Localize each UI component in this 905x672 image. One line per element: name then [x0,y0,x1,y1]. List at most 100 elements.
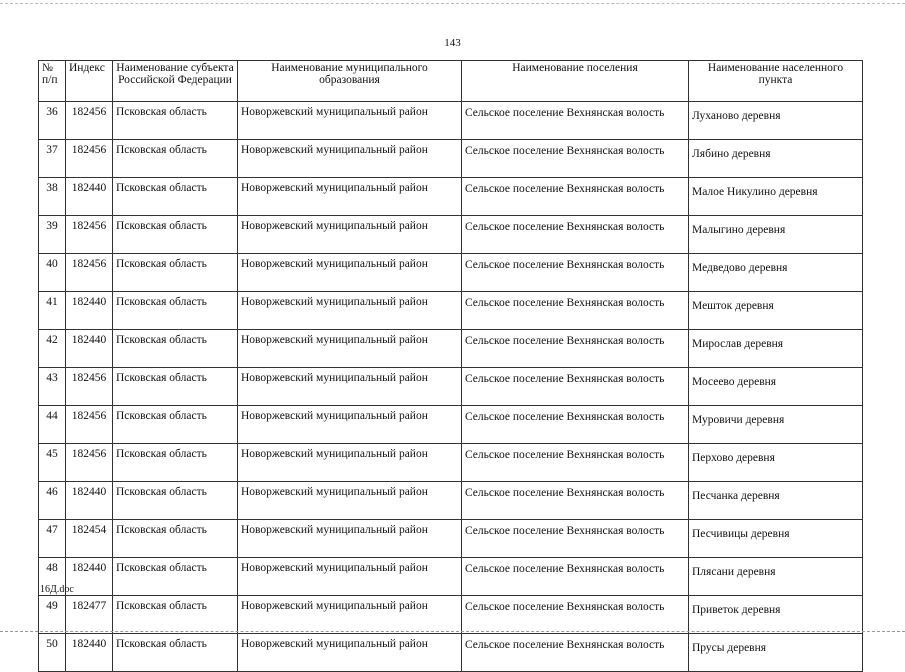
table-row: 41 182440 Псковская область Новоржевский му… [38,291,863,330]
cell-settlement: Сельское поселение Вехнянская волость [461,367,689,406]
cell-subject: Псковская область [112,557,238,596]
table-row: 49 182477 Псковская область Новоржевский му… [38,595,863,634]
settlements-table: № п/п Индекс Наименование субъекта Росси… [38,60,863,672]
cell-municipality: Новоржевский муниципальный район [237,595,462,634]
cell-postal-index: 182454 [65,519,113,558]
cell-locality: Мешток деревня [688,291,863,330]
table-row: 50 182440 Псковская область Новоржевский му… [38,633,863,672]
cell-locality: Малыгино деревня [688,215,863,254]
cell-row-number: 37 [38,139,66,178]
cell-municipality: Новоржевский муниципальный район [237,101,462,140]
cell-postal-index: 182456 [65,367,113,406]
table-row: 37 182456 Псковская область Новоржевский му… [38,139,863,178]
cell-postal-index: 182456 [65,253,113,292]
cell-locality: Мосеево деревня [688,367,863,406]
table-row: 43 182456 Псковская область Новоржевский му… [38,367,863,406]
cell-subject: Псковская область [112,519,238,558]
cell-subject: Псковская область [112,481,238,520]
table-row: 40 182456 Псковская область Новоржевский му… [38,253,863,292]
file-name: 16Д.doc [40,584,74,595]
cell-municipality: Новоржевский муниципальный район [237,291,462,330]
header-settlement: Наименование поселения [461,60,689,102]
cell-municipality: Новоржевский муниципальный район [237,481,462,520]
cell-row-number: 41 [38,291,66,330]
cell-settlement: Сельское поселение Вехнянская волость [461,557,689,596]
cell-postal-index: 182440 [65,291,113,330]
cell-municipality: Новоржевский муниципальный район [237,405,462,444]
header-number: № п/п [38,60,66,102]
cell-postal-index: 182456 [65,443,113,482]
header-municipality: Наименование муниципального образования [237,60,462,102]
cell-settlement: Сельское поселение Вехнянская волость [461,329,689,368]
cell-row-number: 38 [38,177,66,216]
cell-postal-index: 182456 [65,101,113,140]
cell-postal-index: 182477 [65,595,113,634]
cell-settlement: Сельское поселение Вехнянская волость [461,481,689,520]
table-row: 46 182440 Псковская область Новоржевский му… [38,481,863,520]
cell-subject: Псковская область [112,367,238,406]
cell-subject: Псковская область [112,177,238,216]
header-index: Индекс [65,60,113,102]
cell-settlement: Сельское поселение Вехнянская волость [461,405,689,444]
cell-locality: Муровичи деревня [688,405,863,444]
cell-row-number: 50 [38,633,66,672]
cell-row-number: 42 [38,329,66,368]
cell-settlement: Сельское поселение Вехнянская волость [461,215,689,254]
cell-postal-index: 182456 [65,405,113,444]
cell-postal-index: 182440 [65,177,113,216]
cell-settlement: Сельское поселение Вехнянская волость [461,633,689,672]
cell-settlement: Сельское поселение Вехнянская волость [461,101,689,140]
cell-locality: Луханово деревня [688,101,863,140]
cell-settlement: Сельское поселение Вехнянская волость [461,253,689,292]
cell-row-number: 44 [38,405,66,444]
cell-subject: Псковская область [112,405,238,444]
cell-subject: Псковская область [112,633,238,672]
cell-settlement: Сельское поселение Вехнянская волость [461,443,689,482]
cell-municipality: Новоржевский муниципальный район [237,367,462,406]
table-row: 47 182454 Псковская область Новоржевский му… [38,519,863,558]
cell-municipality: Новоржевский муниципальный район [237,633,462,672]
table-row: 36 182456 Псковская область Новоржевский му… [38,101,863,140]
cell-row-number: 45 [38,443,66,482]
cell-settlement: Сельское поселение Вехнянская волость [461,291,689,330]
cell-municipality: Новоржевский муниципальный район [237,215,462,254]
cell-municipality: Новоржевский муниципальный район [237,139,462,178]
cell-settlement: Сельское поселение Вехнянская волость [461,519,689,558]
cell-locality: Мирослав деревня [688,329,863,368]
cell-locality: Малое Никулино деревня [688,177,863,216]
cell-row-number: 39 [38,215,66,254]
table-row: 39 182456 Псковская область Новоржевский му… [38,215,863,254]
table-row: 44 182456 Псковская область Новоржевский му… [38,405,863,444]
cell-subject: Псковская область [112,595,238,634]
cell-locality: Приветок деревня [688,595,863,634]
scan-edge-top [0,3,905,4]
page-number: 143 [444,37,461,49]
cell-locality: Перхово деревня [688,443,863,482]
cell-municipality: Новоржевский муниципальный район [237,519,462,558]
cell-row-number: 46 [38,481,66,520]
cell-postal-index: 182440 [65,633,113,672]
header-subject: Наименование субъекта Российской Федерац… [112,60,238,102]
cell-postal-index: 182456 [65,215,113,254]
cell-municipality: Новоржевский муниципальный район [237,329,462,368]
cell-settlement: Сельское поселение Вехнянская волость [461,177,689,216]
cell-row-number: 49 [38,595,66,634]
cell-locality: Лябино деревня [688,139,863,178]
cell-settlement: Сельское поселение Вехнянская волость [461,595,689,634]
cell-row-number: 48 [38,557,66,596]
cell-settlement: Сельское поселение Вехнянская волость [461,139,689,178]
cell-subject: Псковская область [112,291,238,330]
table-row: 38 182440 Псковская область Новоржевский му… [38,177,863,216]
table-row: 48 182440 Псковская область Новоржевский му… [38,557,863,596]
cell-row-number: 43 [38,367,66,406]
cell-subject: Псковская область [112,139,238,178]
scan-edge-bottom [0,631,905,632]
cell-subject: Псковская область [112,253,238,292]
table-row: 42 182440 Псковская область Новоржевский му… [38,329,863,368]
cell-subject: Псковская область [112,215,238,254]
cell-municipality: Новоржевский муниципальный район [237,443,462,482]
cell-municipality: Новоржевский муниципальный район [237,253,462,292]
cell-municipality: Новоржевский муниципальный район [237,557,462,596]
cell-row-number: 47 [38,519,66,558]
cell-locality: Песчивицы деревня [688,519,863,558]
